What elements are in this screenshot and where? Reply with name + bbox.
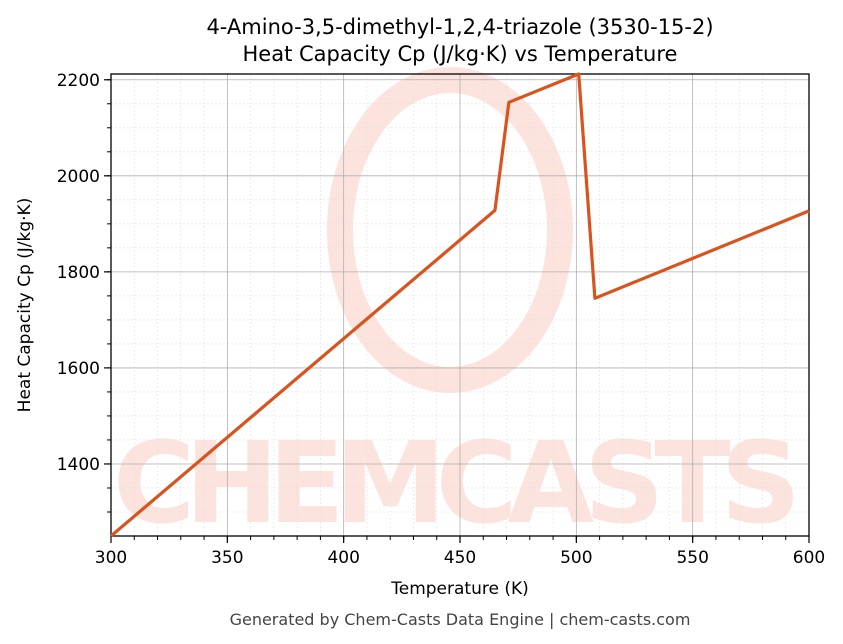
y-axis-label: Heat Capacity Cp (J/kg·K)	[15, 198, 35, 413]
grid	[110, 74, 810, 536]
x-axis-label: Temperature (K)	[390, 579, 529, 599]
x-tick-label: 400	[327, 548, 359, 568]
cp-line	[109, 72, 810, 538]
x-tick-label: 550	[676, 548, 708, 568]
x-tick-label: 350	[211, 548, 243, 568]
axis-ticks: 300 350 400 450 500 550 600 1400 1600 1800 2000 220…	[57, 71, 825, 568]
chart-title: 4-Amino-3,5-dimethyl-1,2,4-triazole (353…	[206, 15, 713, 39]
y-tick-label: 2200	[57, 71, 100, 91]
y-tick-label: 1400	[57, 455, 100, 475]
x-tick-label: 500	[560, 548, 592, 568]
y-tick-label: 2000	[57, 167, 100, 187]
chart-subtitle: Heat Capacity Cp (J/kg·K) vs Temperature	[243, 42, 678, 66]
watermark: CHEMCASTS	[113, 67, 803, 549]
x-tick-label: 600	[793, 548, 825, 568]
watermark-text: CHEMCASTS	[113, 419, 803, 549]
y-tick-label: 1600	[57, 359, 100, 379]
x-tick-label: 300	[95, 548, 127, 568]
x-tick-label: 450	[444, 548, 476, 568]
footer-credit: Generated by Chem-Casts Data Engine | ch…	[230, 610, 691, 629]
y-tick-label: 1800	[57, 263, 100, 283]
